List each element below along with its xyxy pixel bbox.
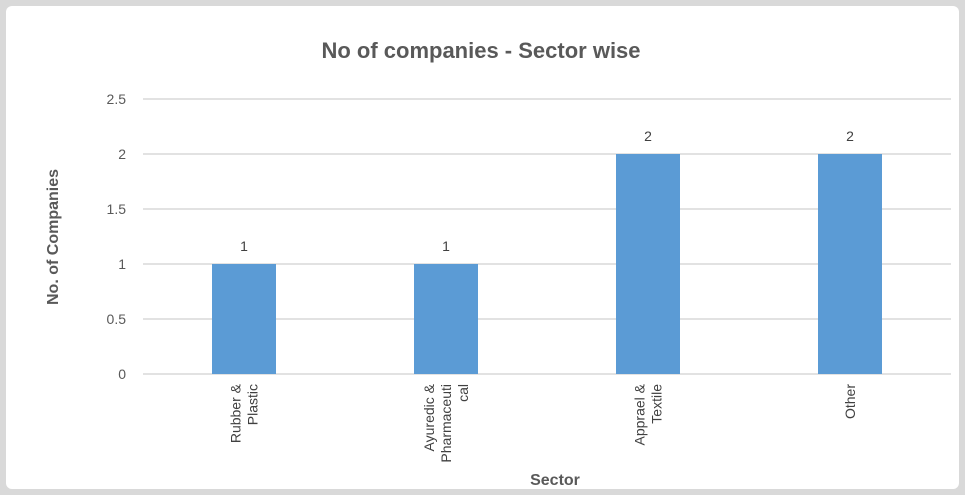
category-label-line: Rubber & (228, 383, 244, 443)
bar (818, 154, 882, 374)
y-tick-label: 1.5 (107, 201, 127, 217)
category-label-line: Plastic (245, 384, 261, 425)
category-label: Apprael & Textile (632, 383, 665, 445)
category-label-line: cal (455, 384, 471, 402)
category-labels: Rubber & Plastic Ayuredic & Pharmaceuti cal A… (228, 383, 859, 462)
chart-frame: No of companies - Sector wise 0 0.5 1 1.5 2 2… (6, 6, 959, 489)
data-label: 1 (442, 238, 450, 254)
x-axis-title: Sector (530, 472, 580, 489)
bar (414, 264, 478, 374)
category-label-line: Ayuredic & (421, 383, 437, 451)
y-tick-label: 2.5 (107, 91, 127, 107)
bar (212, 264, 276, 374)
data-label: 1 (240, 238, 248, 254)
category-label: Other (842, 384, 858, 419)
category-label: Rubber & Plastic (228, 383, 261, 443)
bar (616, 154, 680, 374)
y-tick-label: 0.5 (107, 311, 127, 327)
bars (212, 154, 882, 374)
y-tick-label: 1 (118, 256, 126, 272)
category-label-line: Textile (649, 384, 665, 424)
y-tick-label: 0 (118, 366, 126, 382)
data-label: 2 (644, 128, 652, 144)
category-label-line: Pharmaceuti (438, 384, 454, 463)
category-label-line: Other (842, 384, 858, 419)
y-tick-labels: 0 0.5 1 1.5 2 2.5 (107, 91, 127, 382)
y-tick-label: 2 (118, 146, 126, 162)
category-label-line: Apprael & (632, 383, 648, 445)
y-axis-title: No. of Companies (45, 169, 62, 305)
bar-chart: No of companies - Sector wise 0 0.5 1 1.5 2 2… (45, 38, 951, 489)
data-labels: 1 1 2 2 (240, 128, 854, 254)
data-label: 2 (846, 128, 854, 144)
chart-title: No of companies - Sector wise (321, 38, 640, 63)
gridlines (143, 98, 951, 375)
category-label: Ayuredic & Pharmaceuti cal (421, 383, 471, 462)
